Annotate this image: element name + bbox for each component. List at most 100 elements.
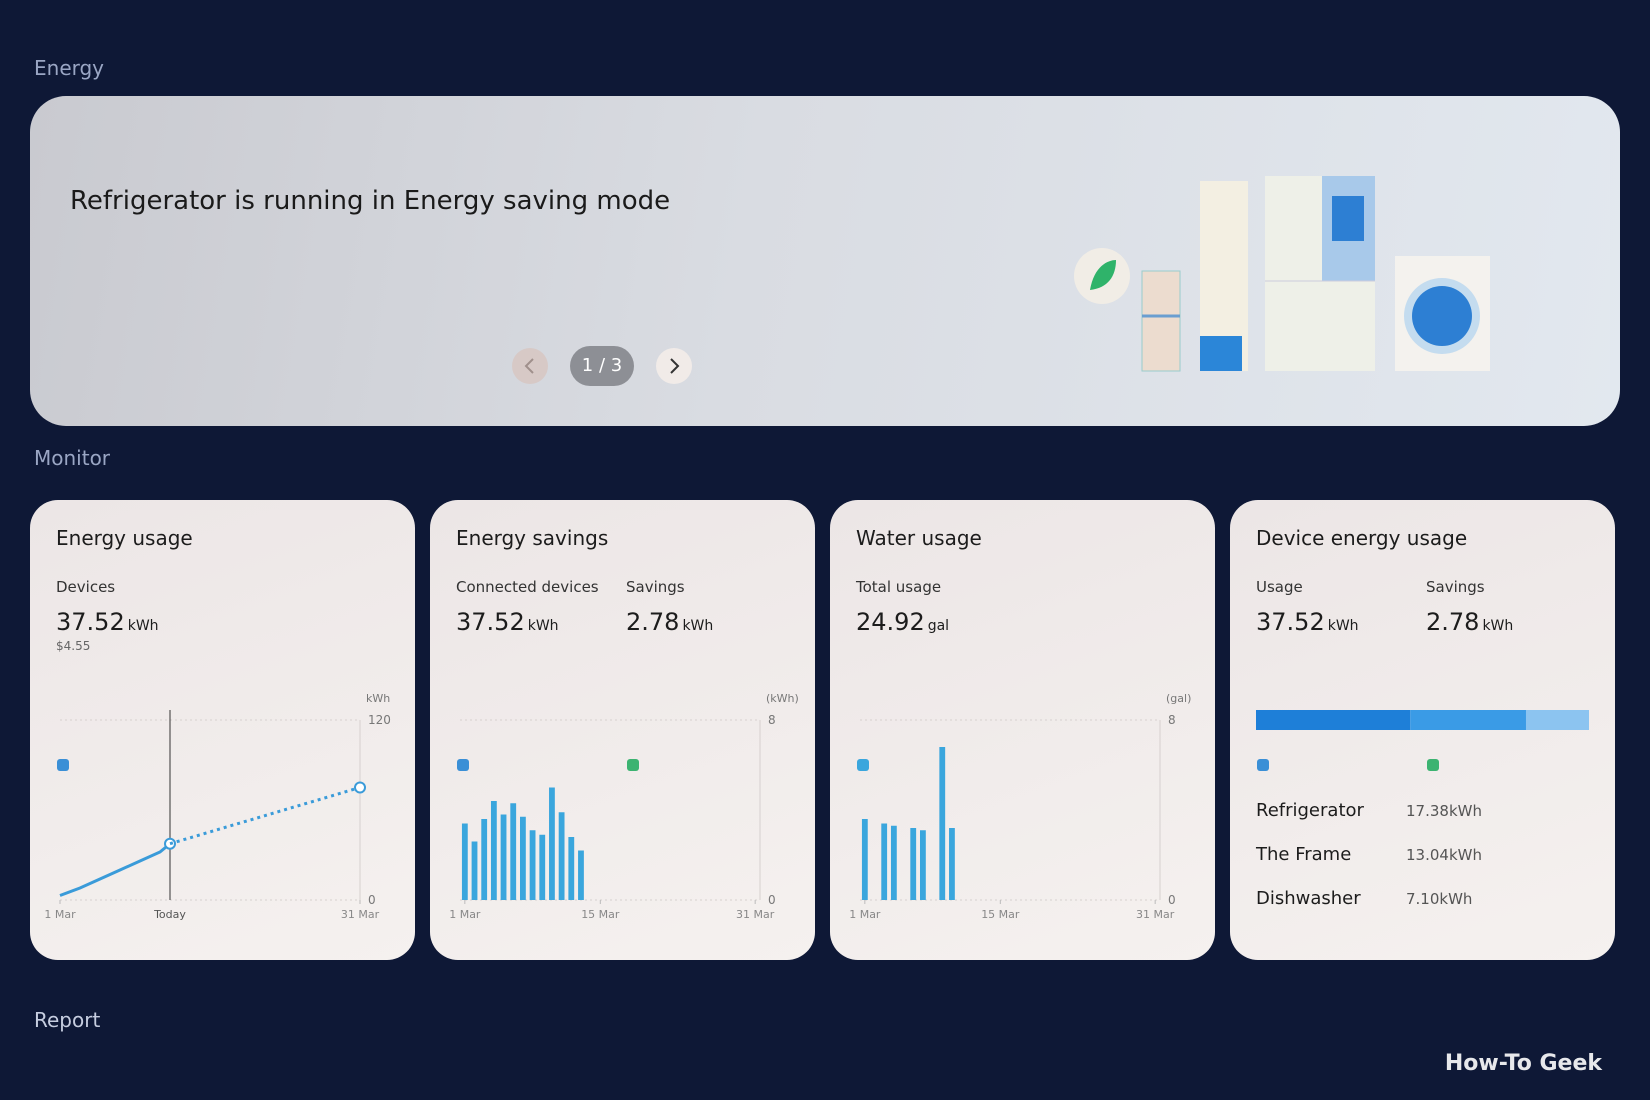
usage-segment: [1410, 710, 1526, 730]
bar: [529, 830, 536, 900]
device-name: Dishwasher: [1256, 888, 1361, 909]
chart: kWh 0 120 1 Mar 31 Mar Today: [44, 692, 391, 921]
bar: [549, 787, 555, 900]
card-title: Energy savings: [456, 526, 609, 550]
device-value: 7.10kWh: [1406, 889, 1473, 908]
stat-label: Devices: [56, 578, 116, 596]
bar: [481, 819, 488, 900]
stat-unit: gal: [927, 618, 950, 634]
bar: [510, 803, 517, 900]
y-unit: (kWh): [766, 692, 799, 705]
x-tick-label: 1 Mar: [849, 908, 881, 921]
x-tick-label: 15 Mar: [581, 908, 620, 921]
prev-button[interactable]: [510, 346, 550, 386]
icon-shape: [457, 759, 469, 771]
icon-shape: [1257, 759, 1269, 771]
device-value: 17.38kWh: [1406, 801, 1482, 820]
stat-icon: [1427, 759, 1439, 771]
stat-label-row: Devices: [56, 578, 159, 771]
stat-label: Savings: [1426, 578, 1485, 596]
y-tick-label: 0: [768, 893, 776, 907]
report-title: Report: [34, 1008, 101, 1032]
bar: [558, 812, 565, 900]
next-button[interactable]: [654, 346, 694, 386]
stat: Savings 2.78 kWh: [626, 578, 713, 771]
stat-label: Savings: [626, 578, 685, 596]
stat-value: 24.92: [856, 608, 925, 636]
x-tick-label: 15 Mar: [981, 908, 1020, 921]
chart: (kWh) 0 8 1 Mar 15 Mar 31 Mar: [449, 692, 799, 921]
icon-shape: [1427, 759, 1439, 771]
stat-value-row: 2.78 kWh: [1426, 608, 1513, 636]
device-row: Dishwasher 7.10kWh: [1256, 888, 1591, 909]
line-end-point: [354, 781, 366, 794]
usage-bar: [1256, 710, 1589, 730]
bar: [861, 819, 868, 900]
stat-icon: [627, 759, 639, 771]
banner-message: Refrigerator is running in Energy saving…: [70, 186, 671, 216]
stat-unit: kWh: [1482, 618, 1514, 634]
stat-label-row: Savings: [1426, 578, 1513, 771]
appliance-illustration: [1074, 176, 1490, 372]
stat-value: 37.52: [1256, 608, 1325, 636]
stat-icon: [457, 759, 469, 771]
icon-shape: [857, 759, 869, 771]
bar: [520, 816, 526, 900]
stat: Total usage 24.92 gal: [856, 578, 950, 771]
bar: [890, 825, 897, 900]
today-label: Today: [153, 908, 186, 921]
y-tick-label: 8: [1168, 713, 1176, 727]
device-name: The Frame: [1256, 844, 1352, 865]
stat-unit: kWh: [127, 618, 159, 634]
stat-value: 37.52: [456, 608, 525, 636]
stat-label-row: Savings: [626, 578, 713, 771]
stat: Usage 37.52 kWh: [1256, 578, 1359, 771]
stat-value-row: 37.52 kWh: [56, 608, 159, 636]
stat-label: Connected devices: [456, 578, 599, 596]
x-tick-label: 1 Mar: [44, 908, 76, 921]
x-tick-label: 31 Mar: [736, 908, 775, 921]
banner: Refrigerator is running in Energy saving…: [30, 96, 1620, 426]
bar: [881, 823, 888, 900]
line-series: [59, 842, 171, 897]
usage-segment: [1525, 710, 1589, 730]
y-tick-label: 0: [368, 893, 376, 907]
icon-shape: [57, 759, 69, 771]
card-title: Energy usage: [56, 526, 193, 550]
bar: [539, 834, 546, 900]
icon-shape: [627, 759, 639, 771]
bar: [490, 801, 497, 900]
x-tick-label: 31 Mar: [1136, 908, 1175, 921]
stat-sub: $4.55: [56, 639, 91, 653]
device-value: 13.04kWh: [1406, 845, 1482, 864]
bar: [568, 837, 575, 900]
stat-unit: kWh: [527, 618, 559, 634]
stat-unit: kWh: [1327, 618, 1359, 634]
stat-value-row: 37.52 kWh: [456, 608, 599, 636]
y-tick-label: 120: [368, 713, 391, 727]
section-title: Energy: [34, 56, 105, 80]
stat-label: Usage: [1256, 578, 1303, 596]
pager-indicator: 1 / 3: [570, 346, 634, 386]
line-series: [169, 786, 361, 846]
stat-icon: [857, 759, 869, 771]
monitor-card: Device energy usage Usage 37.52 kWh Savings 2…: [1230, 500, 1615, 960]
bar: [910, 828, 917, 900]
stat-value-row: 37.52 kWh: [1256, 608, 1359, 636]
bar: [500, 814, 507, 900]
monitor-card: Water usage Total usage 24.92 gal (gal) 0 8 1 M…: [830, 500, 1215, 960]
bar: [949, 828, 955, 900]
watermark: How-To Geek: [1444, 1051, 1602, 1076]
usage-segment: [1256, 710, 1411, 730]
bar: [461, 823, 468, 900]
stat-label-row: Total usage: [856, 578, 949, 771]
stat-value: 37.52: [56, 608, 125, 636]
stat-label: Total usage: [856, 578, 942, 596]
y-tick-label: 8: [768, 713, 776, 727]
card-title: Water usage: [856, 526, 982, 550]
stat-icon: [57, 759, 69, 771]
monitor-title: Monitor: [34, 446, 111, 470]
stat-label-row: Usage: [1256, 578, 1359, 771]
